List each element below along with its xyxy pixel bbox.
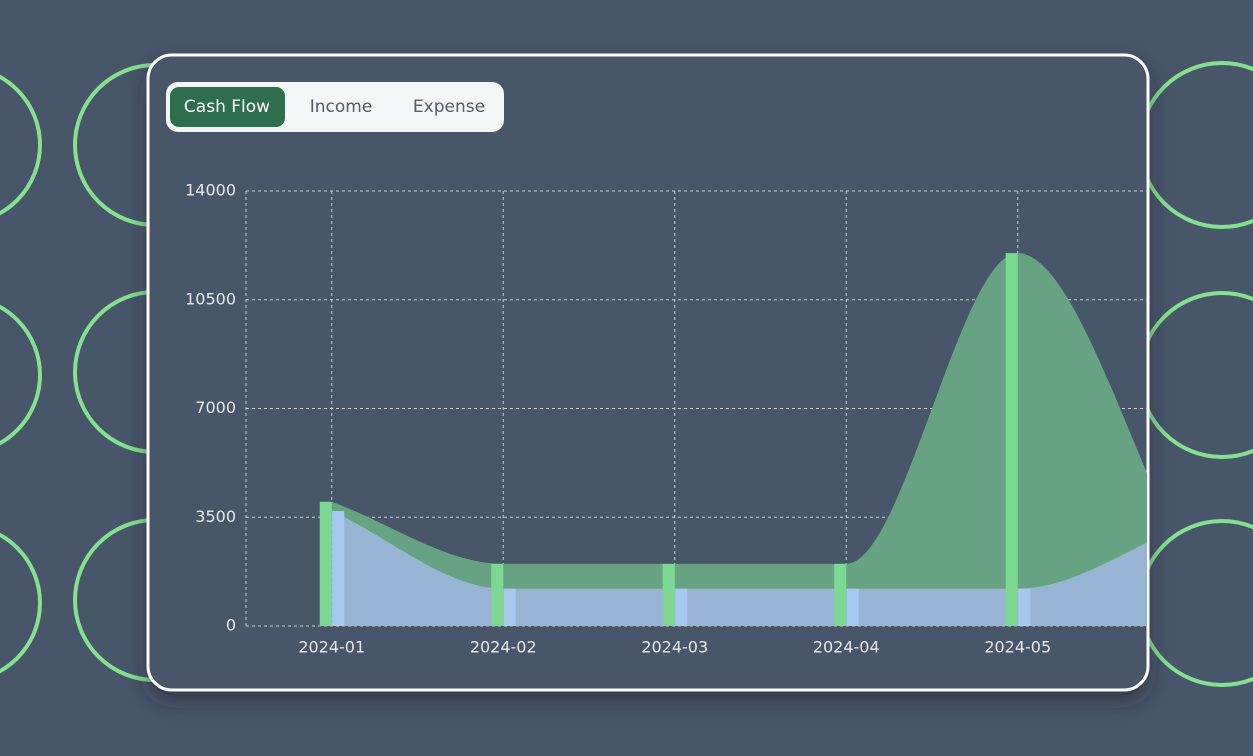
y-tick-label: 14000 (185, 181, 236, 200)
y-tick-label: 7000 (195, 398, 236, 417)
bar (834, 563, 847, 626)
bar (503, 588, 516, 626)
area (331, 511, 1147, 626)
tab-active[interactable] (170, 87, 285, 127)
tab[interactable]: Expense (413, 97, 485, 117)
x-tick-label: 2024-04 (813, 638, 880, 657)
area (331, 253, 1147, 626)
bar (675, 588, 688, 626)
bar (846, 588, 859, 626)
bar (1005, 253, 1018, 626)
x-tick-label: 2024-03 (641, 638, 708, 657)
bar (332, 511, 345, 626)
tab[interactable]: Cash Flow (184, 97, 270, 117)
y-tick-label: 0 (226, 616, 236, 635)
bar (319, 501, 332, 626)
plot: 2024-01 2024-02 2024-03 2024-04 2024-05 (245, 190, 1147, 657)
bar (491, 563, 504, 626)
y-tick-label: 3500 (195, 507, 236, 526)
x-tick-label: 2024-02 (470, 638, 537, 657)
y-tick-label: 10500 (185, 289, 236, 308)
x-tick-label: 2024-01 (298, 638, 365, 657)
tab[interactable]: Income (310, 97, 373, 117)
bar (662, 563, 675, 626)
bar (1018, 588, 1031, 626)
x-tick-label: 2024-05 (984, 638, 1051, 657)
